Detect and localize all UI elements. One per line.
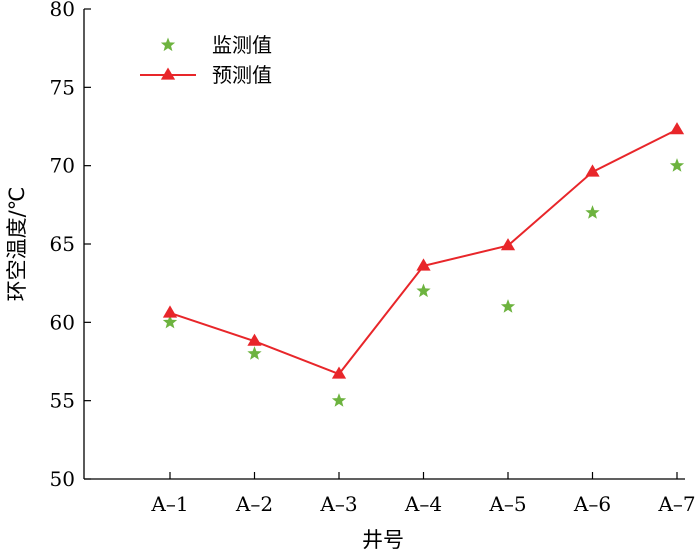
x-axis-ticks: A–1 A–2 A–3 A–4 A–5 A–6 A–7 xyxy=(150,472,696,516)
x-tick-label: A–1 xyxy=(150,492,188,516)
y-tick-label: 60 xyxy=(50,310,75,334)
series-layer xyxy=(162,122,685,407)
legend: 监测值 预测值 xyxy=(140,33,272,87)
triangle-marker xyxy=(331,366,347,379)
triangle-marker xyxy=(416,258,431,271)
y-tick-label: 55 xyxy=(50,389,75,413)
series-line xyxy=(169,128,678,376)
series-2 xyxy=(162,122,685,379)
star-marker xyxy=(160,37,176,52)
star-marker xyxy=(500,299,516,313)
y-tick-label: 80 xyxy=(50,0,75,21)
x-tick-label: A–5 xyxy=(488,492,526,516)
x-tick-label: A–6 xyxy=(573,492,611,516)
triangle-marker xyxy=(247,333,262,346)
y-tick-label: 75 xyxy=(50,75,75,99)
y-axis-title: 环空温度/℃ xyxy=(5,187,29,302)
star-marker xyxy=(331,393,347,407)
legend-item-predicted: 预测值 xyxy=(140,63,272,87)
triangle-marker xyxy=(585,164,600,177)
series-1 xyxy=(162,158,685,407)
x-tick-label: A–3 xyxy=(319,492,357,516)
legend-label-predicted: 预测值 xyxy=(212,63,272,87)
triangle-marker xyxy=(162,305,178,318)
star-marker xyxy=(162,314,178,329)
triangle-marker xyxy=(500,238,516,251)
y-tick-label: 65 xyxy=(50,232,75,256)
x-tick-label: A–7 xyxy=(657,492,695,516)
triangle-marker xyxy=(669,122,685,135)
legend-triangle-marker xyxy=(160,67,176,80)
legend-label-observed: 监测值 xyxy=(212,33,272,57)
star-marker xyxy=(416,283,431,298)
x-tick-label: A–2 xyxy=(235,492,273,516)
y-tick-label: 50 xyxy=(50,467,75,491)
y-axis-ticks: 50 55 60 65 70 75 80 xyxy=(50,0,91,491)
x-axis-title: 井号 xyxy=(362,528,404,552)
legend-star-marker xyxy=(160,37,176,52)
legend-item-observed: 监测值 xyxy=(160,33,272,57)
y-tick-label: 70 xyxy=(50,154,75,178)
x-tick-label: A–4 xyxy=(404,492,442,516)
star-marker xyxy=(247,346,262,360)
star-marker xyxy=(585,205,600,219)
star-marker xyxy=(669,158,685,172)
triangle-marker xyxy=(160,67,176,80)
